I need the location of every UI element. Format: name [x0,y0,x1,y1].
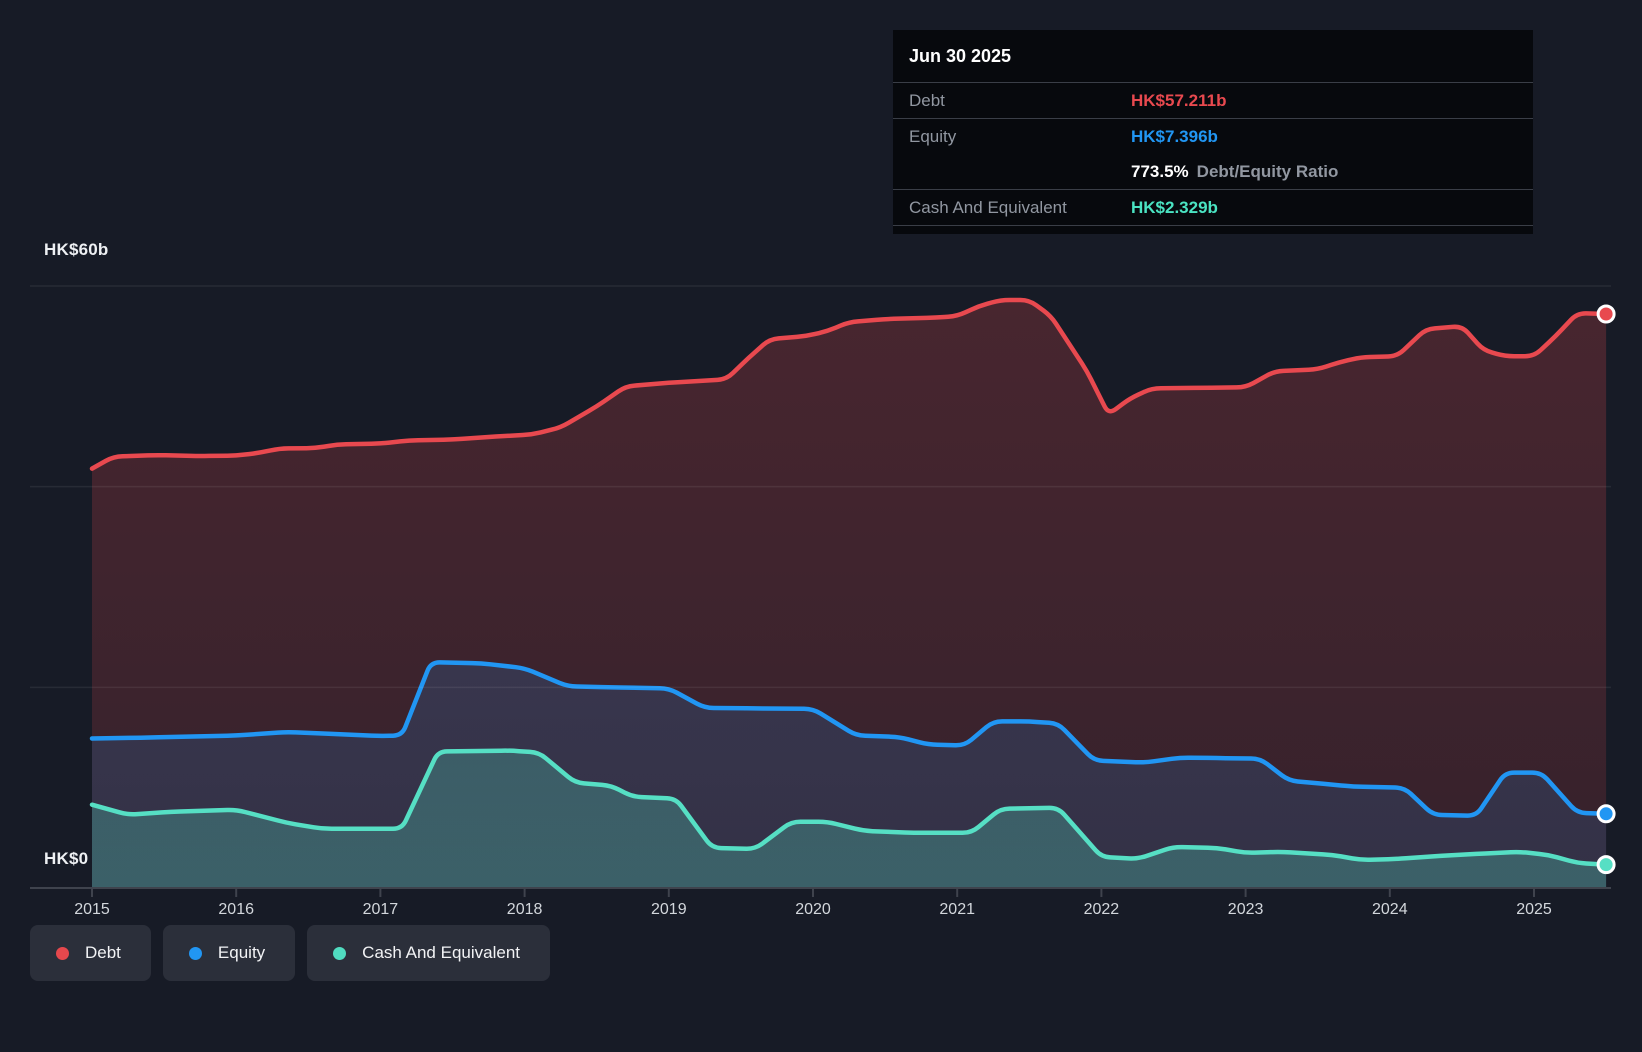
x-axis-label-2022: 2022 [1083,901,1120,918]
tooltip-cash-value: HK$2.329b [1131,197,1218,217]
x-axis-label-2015: 2015 [74,901,110,918]
gridlines [30,285,1611,689]
tooltip-equity-label: Equity [909,126,957,146]
legend-item-equity[interactable]: Equity [162,925,296,981]
legend-item-cash[interactable]: Cash And Equivalent [307,925,551,981]
debt-line[interactable] [89,297,1609,471]
tooltip-cash-label: Cash And Equivalent [909,197,1067,217]
tooltip-ratio: 773.5% Debt/Equity Ratio [1131,162,1338,182]
x-axis-ticks [91,889,1535,897]
tooltip-ratio-label: Debt/Equity Ratio [1196,161,1339,181]
tooltip-date: Jun 30 2025 [909,45,1012,66]
cash-last-point-marker[interactable] [1596,855,1616,875]
legend-debt-label: Debt [85,943,121,962]
tooltip-debt-value: HK$57.211b [1131,90,1227,110]
x-axis-label-2024: 2024 [1372,901,1408,918]
debt-last-point-marker[interactable] [1596,304,1616,324]
cash-dot-icon [333,946,347,960]
legend-equity-label: Equity [217,943,266,962]
legend-cash-label: Cash And Equivalent [362,943,521,962]
x-axis-label-2019: 2019 [651,901,687,918]
equity-last-point-marker[interactable] [1596,804,1616,824]
equity-dot-icon [188,946,202,960]
x-axis-label-2025: 2025 [1516,901,1552,918]
x-axis-label-2021: 2021 [939,901,975,918]
chart-tooltip: Jun 30 2025 Debt HK$57.211b Equity HK$7.… [893,30,1533,234]
x-axis-label-2017: 2017 [362,901,399,918]
y-axis-label-0: HK$0 [44,849,89,868]
y-axis-label-60b: HK$60b [44,240,109,259]
cash-area [92,750,1607,888]
legend-item-debt[interactable]: Debt [30,925,151,981]
tooltip-equity-value: HK$7.396b [1131,126,1218,146]
tooltip-ratio-value: 773.5% [1131,161,1189,181]
x-axis-label-2020: 2020 [795,901,831,918]
cash-line[interactable] [89,748,1609,867]
x-axis-label-2016: 2016 [218,901,254,918]
chart-legend: Debt Equity Cash And Equivalent [30,925,551,981]
equity-line[interactable] [89,660,1609,818]
debt-dot-icon [56,946,69,960]
x-axis-label-2018: 2018 [506,901,543,918]
x-axis-label-2023: 2023 [1227,901,1264,918]
tooltip-debt-label: Debt [909,90,945,110]
